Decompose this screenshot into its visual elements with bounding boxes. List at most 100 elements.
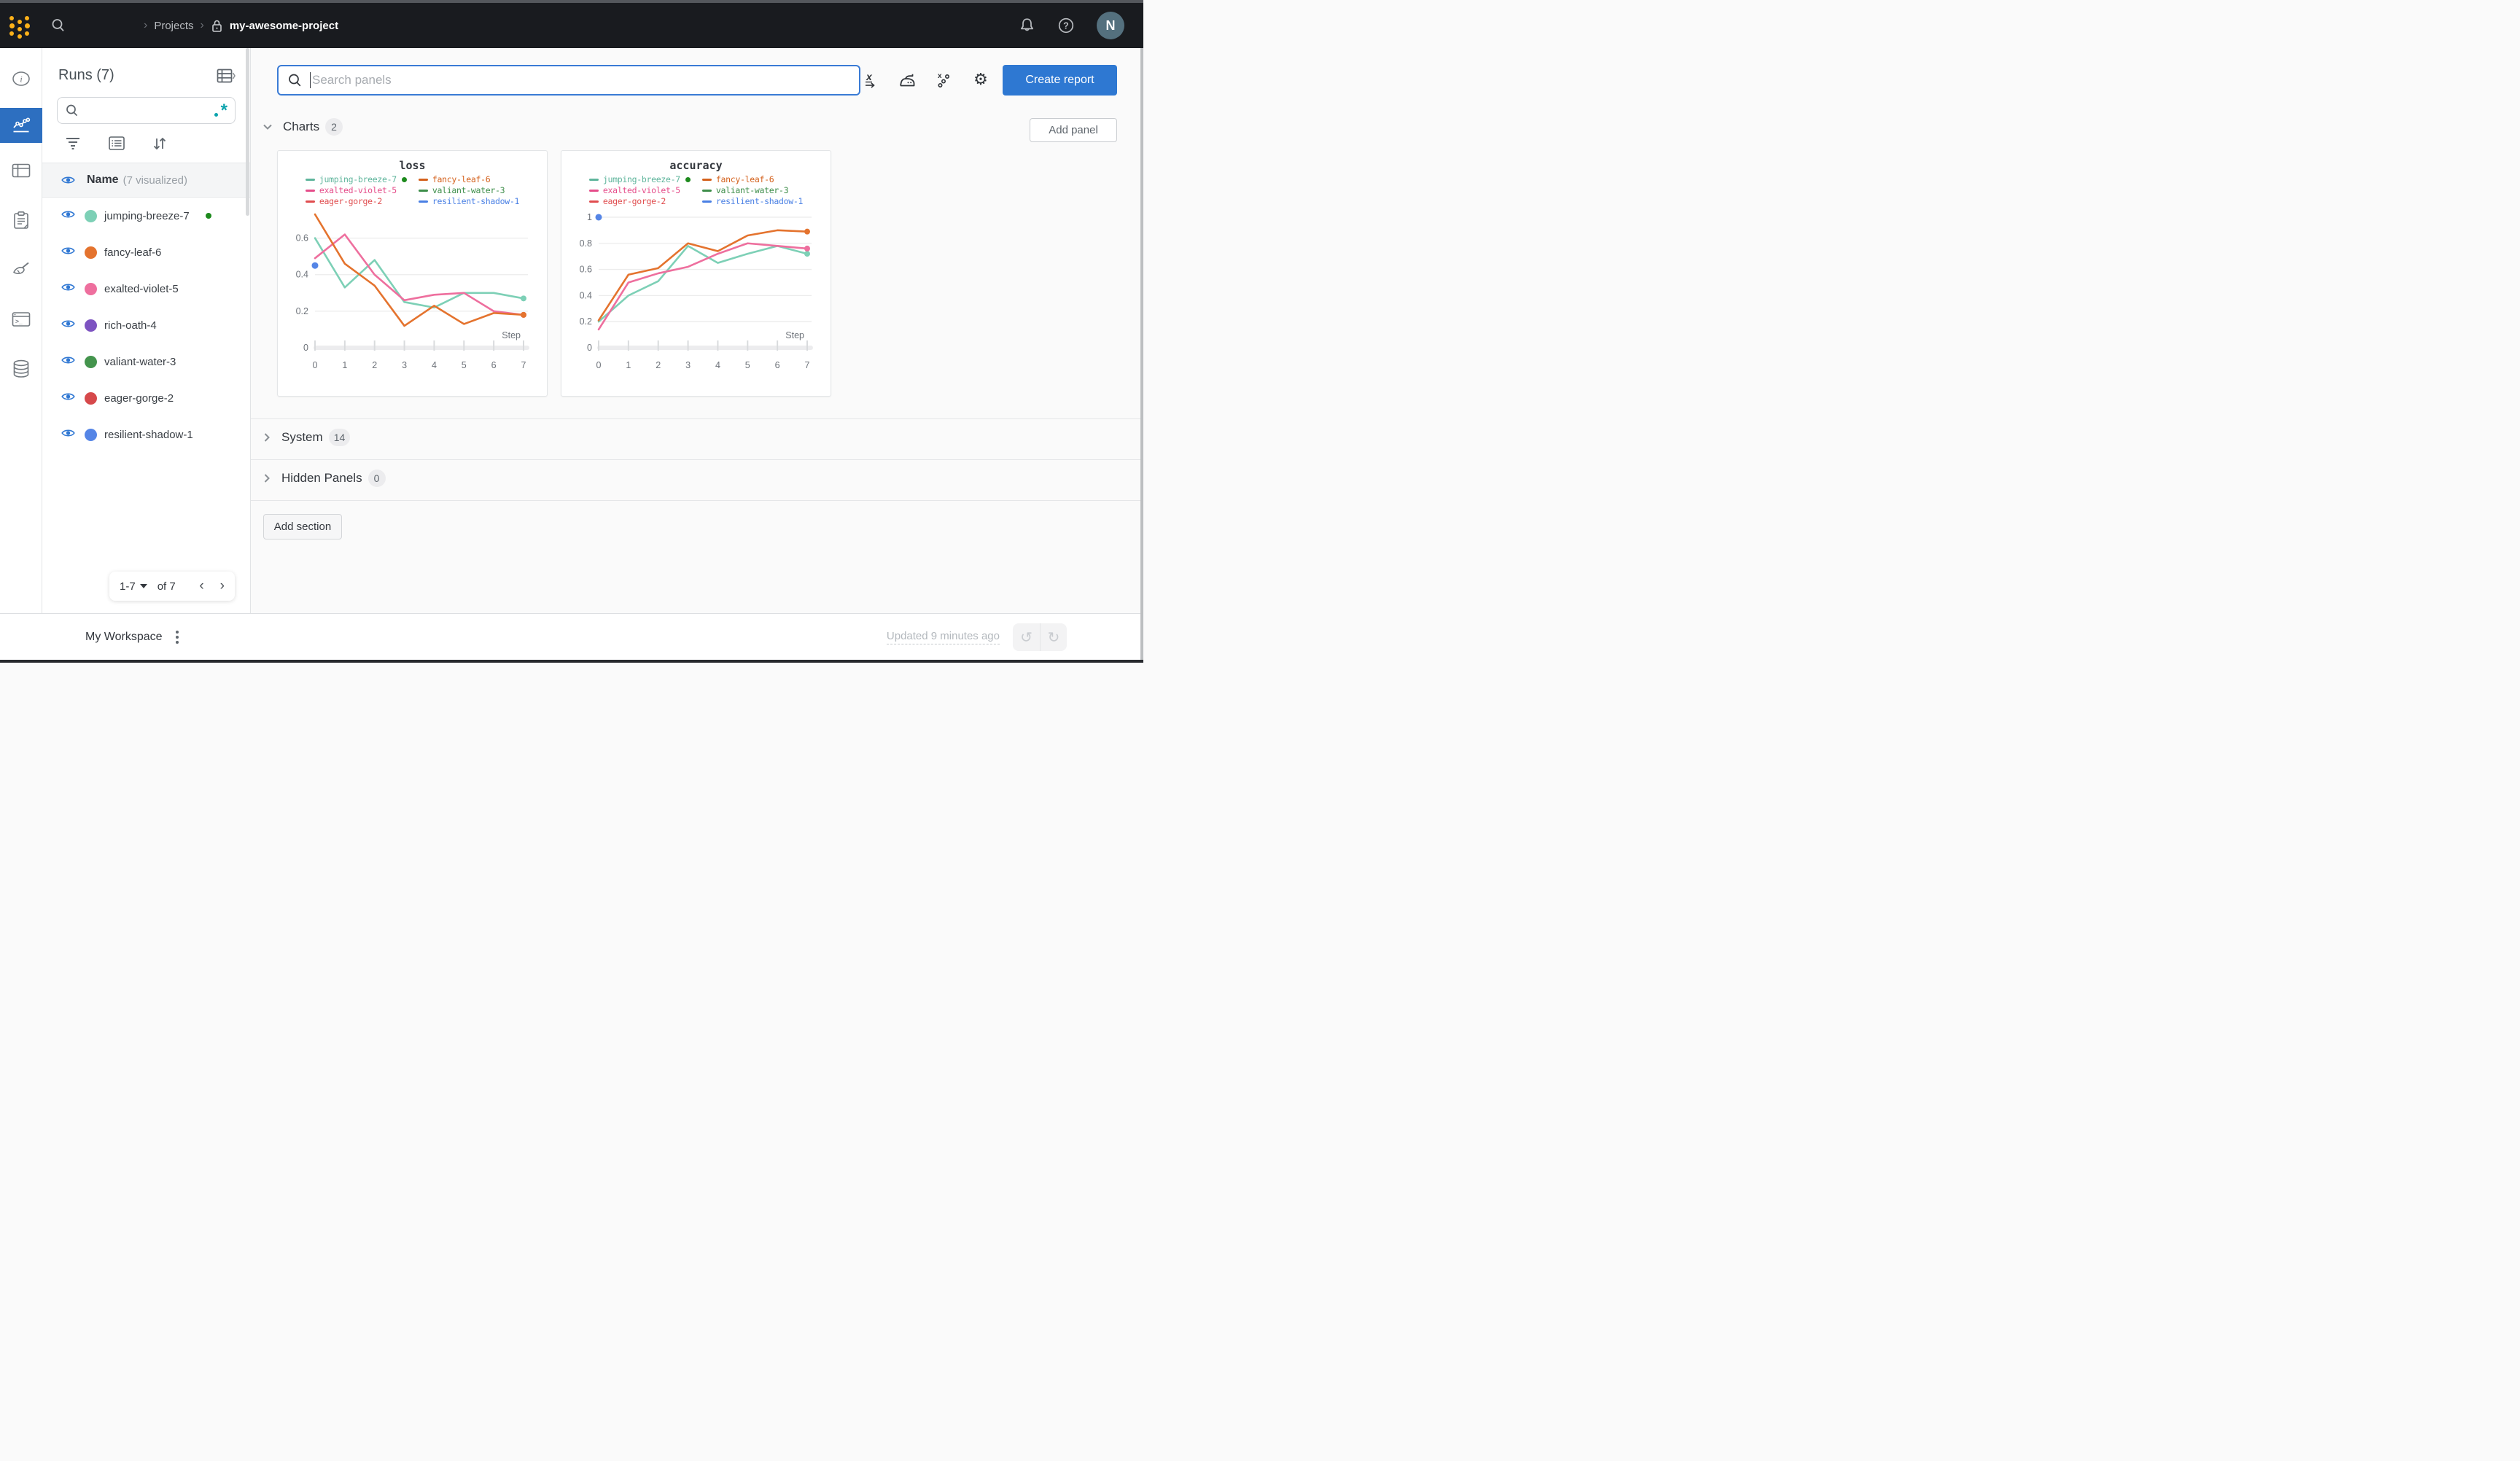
workspace-title[interactable]: My Workspace xyxy=(85,630,163,643)
visibility-eye-icon[interactable] xyxy=(61,319,75,332)
regex-toggle-icon[interactable]: * xyxy=(213,101,228,120)
legend-item[interactable]: fancy-leaf-6 xyxy=(701,174,803,184)
create-report-button[interactable]: Create report xyxy=(1003,65,1117,96)
legend-swatch xyxy=(305,178,315,181)
legend-item[interactable]: exalted-violet-5 xyxy=(588,185,691,195)
charts-section-label[interactable]: Charts xyxy=(283,120,320,133)
legend-item[interactable]: resilient-shadow-1 xyxy=(701,196,803,206)
legend-item[interactable]: eager-gorge-2 xyxy=(305,196,407,206)
add-panel-button[interactable]: Add panel xyxy=(1030,118,1117,142)
run-row[interactable]: exalted-violet-5 xyxy=(42,270,250,307)
visibility-all-eye-icon[interactable] xyxy=(61,175,75,185)
legend-item[interactable]: valiant-water-3 xyxy=(701,185,803,195)
expand-runs-table-icon[interactable] xyxy=(217,69,236,83)
panel-settings-gear-icon[interactable]: ⚙ xyxy=(973,71,988,89)
page-range[interactable]: 1-7 xyxy=(120,580,136,593)
outliers-scatter-icon[interactable]: x xyxy=(935,71,954,89)
run-name[interactable]: valiant-water-3 xyxy=(104,355,176,368)
legend-item[interactable]: jumping-breeze-7 xyxy=(588,174,691,184)
hidden-panels-section-header[interactable]: Hidden Panels 0 xyxy=(262,470,386,487)
legend-item[interactable]: resilient-shadow-1 xyxy=(418,196,519,206)
avatar[interactable]: N xyxy=(1097,12,1124,39)
run-row[interactable]: rich-oath-4 xyxy=(42,307,250,343)
run-name[interactable]: eager-gorge-2 xyxy=(104,391,174,405)
run-row[interactable]: jumping-breeze-7 xyxy=(42,198,250,234)
sort-icon[interactable] xyxy=(152,136,167,151)
runs-scrollbar[interactable] xyxy=(246,48,249,216)
prev-page-icon[interactable]: ‹ xyxy=(199,578,204,593)
run-row[interactable]: resilient-shadow-1 xyxy=(42,416,250,453)
run-name[interactable]: jumping-breeze-7 xyxy=(104,209,190,222)
system-section-label[interactable]: System xyxy=(281,430,323,444)
notifications-bell-icon[interactable] xyxy=(1019,17,1035,34)
topbar: › Projects › my-awesome-project ? N xyxy=(0,3,1143,48)
legend-item[interactable]: jumping-breeze-7 xyxy=(305,174,407,184)
nav-sweeps-broom-icon[interactable] xyxy=(0,252,42,287)
run-name[interactable]: rich-oath-4 xyxy=(104,319,157,332)
svg-text:0.4: 0.4 xyxy=(296,270,308,280)
page-scrollbar[interactable] xyxy=(1140,48,1143,660)
svg-text:5: 5 xyxy=(745,360,750,370)
legend-swatch xyxy=(588,178,599,181)
runs-header-row[interactable]: Name (7 visualized) xyxy=(42,163,250,198)
run-row[interactable]: valiant-water-3 xyxy=(42,343,250,380)
breadcrumb-projects[interactable]: Projects xyxy=(154,19,194,32)
updated-timestamp[interactable]: Updated 9 minutes ago xyxy=(886,630,1000,644)
visibility-eye-icon[interactable] xyxy=(61,391,75,405)
next-page-icon[interactable]: › xyxy=(219,578,225,593)
svg-text:Step: Step xyxy=(785,330,804,340)
svg-text:1: 1 xyxy=(342,360,347,370)
visibility-eye-icon[interactable] xyxy=(61,209,75,223)
svg-text:0.6: 0.6 xyxy=(580,265,592,275)
svg-text:3: 3 xyxy=(685,360,691,370)
undo-icon[interactable]: ↺ xyxy=(1020,628,1032,646)
svg-text:6: 6 xyxy=(491,360,497,370)
window-edge xyxy=(0,0,1143,3)
visibility-eye-icon[interactable] xyxy=(61,428,75,442)
nav-workspace-charts-icon[interactable] xyxy=(0,108,42,143)
charts-section-header[interactable]: Charts 2 xyxy=(262,118,343,136)
help-icon[interactable]: ? xyxy=(1057,17,1075,34)
redo-icon[interactable]: ↻ xyxy=(1040,623,1067,651)
runs-search-input[interactable]: * xyxy=(57,97,236,124)
add-section-button[interactable]: Add section xyxy=(263,514,342,539)
filter-icon[interactable] xyxy=(65,136,81,151)
workspace-menu-kebab-icon[interactable] xyxy=(175,630,179,644)
run-name[interactable]: exalted-violet-5 xyxy=(104,282,179,295)
hidden-panels-section-label[interactable]: Hidden Panels xyxy=(281,471,362,485)
run-row[interactable]: fancy-leaf-6 xyxy=(42,234,250,270)
nav-terminal-icon[interactable]: >_ xyxy=(0,302,42,337)
nav-jobs-clipboard-icon[interactable] xyxy=(0,203,42,238)
page-total: of 7 xyxy=(157,580,176,593)
search-panels-input[interactable]: Search panels xyxy=(277,65,860,96)
visibility-eye-icon[interactable] xyxy=(61,282,75,296)
legend-item[interactable]: valiant-water-3 xyxy=(418,185,519,195)
visibility-eye-icon[interactable] xyxy=(61,355,75,369)
breadcrumb-project-name[interactable]: my-awesome-project xyxy=(229,19,339,32)
visibility-eye-icon[interactable] xyxy=(61,246,75,260)
group-list-icon[interactable] xyxy=(109,136,125,151)
nav-artifacts-database-icon[interactable] xyxy=(0,351,42,386)
legend-item[interactable]: fancy-leaf-6 xyxy=(418,174,519,184)
run-name[interactable]: fancy-leaf-6 xyxy=(104,246,162,259)
run-row[interactable]: eager-gorge-2 xyxy=(42,380,250,416)
chart-plot[interactable]: 0 0.2 0.4 0.6 0.8 1 Step 0 1 2 3 4 5 6 7 xyxy=(561,206,831,378)
wandb-logo-icon[interactable] xyxy=(9,13,34,39)
system-section-header[interactable]: System 14 xyxy=(262,429,351,446)
global-search-icon[interactable] xyxy=(50,17,66,34)
smoothing-iron-icon[interactable] xyxy=(898,71,917,89)
chart-panel-loss[interactable]: loss jumping-breeze-7 fancy-leaf-6 exalted-… xyxy=(277,150,548,397)
nav-overview-info-icon[interactable]: i xyxy=(0,61,42,96)
run-name[interactable]: resilient-shadow-1 xyxy=(104,428,193,441)
run-running-indicator xyxy=(205,213,211,219)
page-size-dropdown-icon[interactable] xyxy=(139,584,147,588)
nav-runs-table-icon[interactable] xyxy=(0,153,42,188)
chart-panel-accuracy[interactable]: accuracy jumping-breeze-7 fancy-leaf-6 exal… xyxy=(561,150,831,397)
legend-item[interactable]: exalted-violet-5 xyxy=(305,185,407,195)
svg-text:0.6: 0.6 xyxy=(296,233,308,244)
legend-item[interactable]: eager-gorge-2 xyxy=(588,196,691,206)
svg-text:3: 3 xyxy=(402,360,407,370)
chart-plot[interactable]: 0 0.2 0.4 0.6 Step 0 1 2 3 4 5 6 7 xyxy=(278,206,547,378)
legend-swatch xyxy=(701,189,712,192)
x-axis-settings-icon[interactable]: x xyxy=(862,71,881,89)
